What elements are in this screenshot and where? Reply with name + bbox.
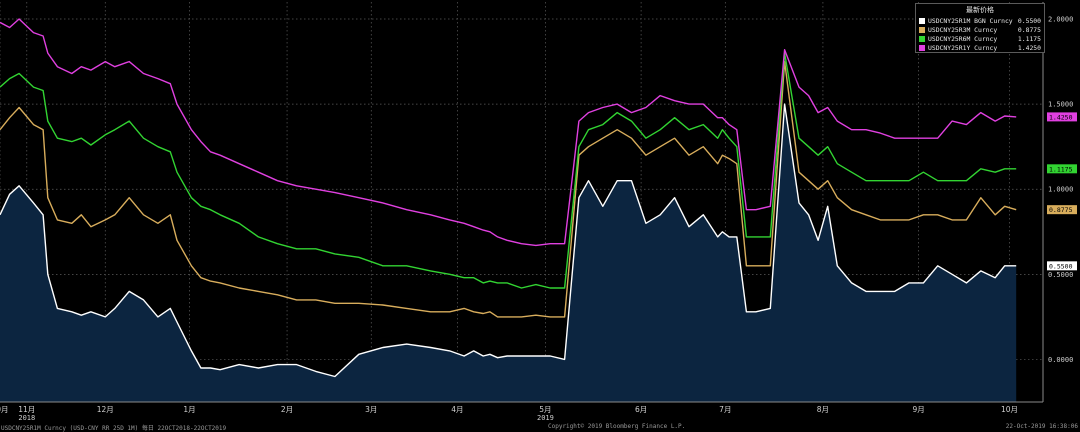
x-year-label: 2019 [537,414,554,422]
x-tick-label: 10月 [1001,405,1018,414]
legend: 最新价格 USDCNY25R1M BGN Curncy 0.5500 USDCN… [915,3,1045,53]
y-tick-label: 1.0000 [1048,186,1073,194]
x-tick-label: 12月 [97,405,114,414]
legend-title: 最新价格 [966,6,994,14]
series-line [0,60,1017,318]
legend-swatch [919,26,925,33]
y-tick-label: 0.5000 [1048,271,1073,279]
area-fill-layer [0,104,1017,402]
legend-item-value: 0.8775 [1017,25,1041,34]
legend-item: USDCNY25R3M Curncy 0.8775 [916,25,1044,34]
legend-item-value: 0.5500 [1017,16,1041,25]
legend-item-label: USDCNY25R6M Curncy [928,34,998,43]
series-lines-layer [0,18,1017,378]
last-value-tag: 0.8775 [1047,205,1077,215]
y-tick-label: 1.5000 [1048,101,1073,109]
last-value-tag-bg [1047,205,1077,215]
series-area-fill [0,104,1017,402]
x-year-label: 2018 [18,414,35,422]
legend-item-label: USDCNY25R1Y Curncy [928,43,998,52]
footer-security-description: USDCNY25R1M Curncy (USD-CNY RR 25D 1M) 每… [1,425,227,432]
series-line [0,18,1017,247]
legend-swatch [919,44,925,51]
last-value-tag-text: 0.8775 [1049,206,1073,214]
last-value-tag-bg [1047,261,1077,271]
legend-swatch [919,35,925,42]
series-line [0,103,1017,378]
footer-copyright: Copyright© 2019 Bloomberg Finance L.P. [548,423,686,430]
x-tick-label: 2月 [281,405,293,414]
footer-timestamp: 22-Oct-2019 16:38:06 [1005,423,1078,430]
legend-item: USDCNY25R1Y Curncy 1.4250 [916,43,1044,52]
legend-item-label: USDCNY25R1M BGN Curncy [928,16,1013,25]
last-value-tag-text: 0.5500 [1049,262,1073,270]
x-tick-label: 8月 [817,405,829,414]
axes-layer: 0.0000 0.5000 1.0000 1.5000 2.0000 10月 11月 12月 1… [0,2,1073,422]
last-value-labels-layer: 0.5500 0.8775 1.1175 1.4250 [1047,112,1077,271]
legend-item: USDCNY25R6M Curncy 1.1175 [916,34,1044,43]
legend-item: USDCNY25R1M BGN Curncy 0.5500 [916,16,1044,25]
legend-swatch [919,17,925,24]
series-line [0,52,1017,289]
legend-item-value: 1.1175 [1017,34,1041,43]
last-value-tag-bg [1047,164,1077,174]
last-value-tag-bg [1047,112,1077,122]
x-tick-label: 1月 [183,405,195,414]
x-tick-label: 7月 [719,405,731,414]
x-tick-label: 9月 [912,405,924,414]
x-tick-label: 11月 [18,405,35,414]
legend-item-label: USDCNY25R3M Curncy [928,25,998,34]
x-tick-label: 10月 [0,405,9,414]
x-tick-label: 6月 [635,405,647,414]
last-value-tag: 0.5500 [1047,261,1077,271]
y-tick-label: 0.0000 [1048,356,1073,364]
x-tick-label: 5月 [539,405,551,414]
last-value-tag: 1.4250 [1047,112,1077,122]
legend-item-value: 1.4250 [1017,43,1041,52]
last-value-tag: 1.1175 [1047,164,1077,174]
last-value-tag-text: 1.4250 [1049,113,1073,121]
last-value-tag-text: 1.1175 [1049,165,1073,173]
x-tick-label: 4月 [451,405,463,414]
x-tick-label: 3月 [365,405,377,414]
y-tick-label: 2.0000 [1048,16,1073,24]
